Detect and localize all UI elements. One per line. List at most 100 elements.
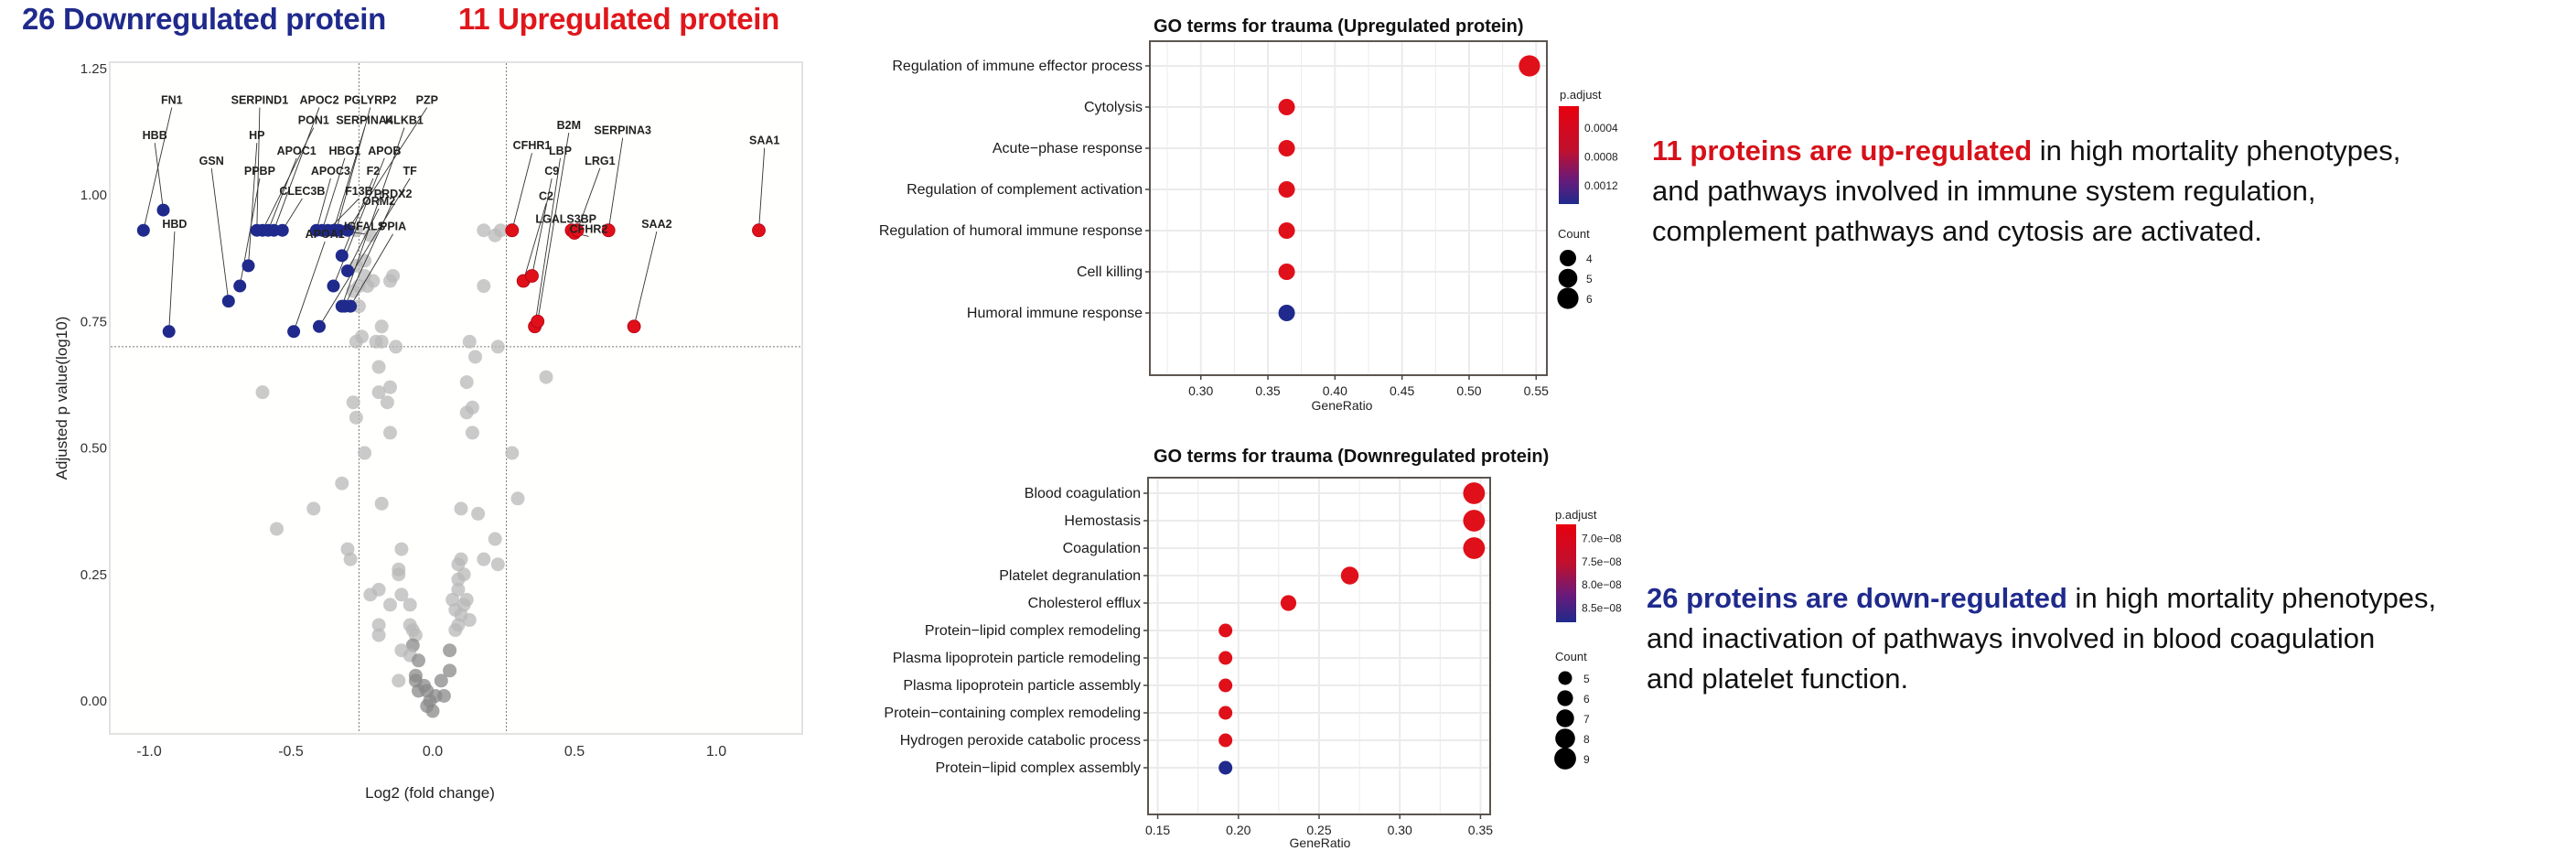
point-saa2 [627, 319, 641, 334]
not-significant-point [451, 557, 466, 572]
downregulated-description-line-1-rest: in high mortality phenotypes, [2066, 582, 2437, 614]
x-tick-label: 0.15 [1145, 823, 1170, 837]
term-label: Regulation of complement activation [907, 182, 1143, 198]
gene-label: FN1 [161, 93, 183, 106]
dot [1278, 140, 1295, 156]
gene-label: APOA1 [306, 228, 345, 241]
gene-labels: FN1 HBB HBD GSN HP PPBP SERPIND1 PON1 APOC1 APOC2… [143, 93, 780, 241]
size-legend-label: 6 [1586, 293, 1593, 306]
not-significant-point [383, 426, 397, 440]
not-significant-point [270, 522, 284, 536]
size-legend-label: 4 [1586, 253, 1593, 265]
go-up-legends: p.adjust 0.0004 0.0008 0.0012 Count 4 5 6 [1557, 88, 1618, 309]
downregulated-description-line-2: and inactivation of pathways involved in… [1647, 622, 2376, 654]
x-axis-title: Log2 (fold change) [365, 784, 495, 802]
not-significant-point [468, 350, 482, 364]
go-downregulated-dotplot: GO terms for trauma (Downregulated prote… [884, 447, 1622, 850]
gene-label: SERPINA4 [336, 114, 393, 127]
upregulated-description-line-2: and pathways involved in immune system r… [1652, 175, 2316, 207]
upregulated-description-line-3: complement pathways and cytosis are acti… [1652, 215, 2262, 247]
not-significant-point [465, 400, 479, 415]
gene-label: HBG1 [329, 145, 361, 157]
not-significant-point [392, 673, 406, 688]
point-c9 [525, 269, 539, 283]
size-legend-dot [1560, 250, 1576, 266]
leader-line [210, 167, 230, 302]
leader-line [321, 157, 346, 231]
not-significant-point [371, 628, 386, 642]
downregulated-description-line-3: and platelet function. [1647, 663, 1909, 695]
not-significant-point [358, 446, 372, 460]
point-apoa1 [287, 325, 301, 339]
go-up-gridlines [1150, 42, 1547, 375]
leader-line [333, 157, 385, 286]
leader-line [522, 203, 547, 282]
not-significant-point [335, 476, 349, 490]
leader-line [168, 231, 176, 332]
go-up-color-bar [1559, 106, 1579, 204]
gene-label: HBB [143, 129, 167, 142]
gene-label: C9 [544, 165, 559, 178]
not-significant-point [358, 268, 372, 283]
not-significant-point [394, 587, 409, 602]
point-fn1 [136, 223, 150, 237]
not-significant-point [346, 395, 360, 410]
x-tick-label: 1.0 [706, 744, 726, 760]
dot [1463, 510, 1486, 532]
not-significant-point [448, 623, 463, 638]
not-significant-point [402, 598, 417, 612]
not-significant-point [451, 572, 466, 587]
not-significant-point [425, 704, 440, 718]
go-up-term-labels: Regulation of immune effector process Cyt… [879, 59, 1150, 321]
go-up-x-axis-title: GeneRatio [1312, 398, 1373, 413]
term-label: Plasma lipoprotein particle assembly [903, 678, 1141, 694]
dot [1218, 623, 1233, 638]
go-up-size-legend-title: Count [1558, 227, 1590, 241]
volcano-plot: FN1 HBB HBD GSN HP PPBP SERPIND1 PON1 APOC1 APOC2… [53, 61, 803, 802]
not-significant-point [462, 334, 477, 349]
color-legend-label: 7.0e−08 [1582, 532, 1622, 544]
point-hbb [156, 203, 170, 217]
gene-label: PON1 [298, 114, 329, 127]
gene-label: APOC1 [277, 145, 317, 157]
color-legend-label: 8.5e−08 [1582, 602, 1622, 615]
x-tick-label: -1.0 [136, 744, 162, 760]
gene-label: CFHR2 [570, 222, 608, 235]
dot [1218, 706, 1233, 720]
x-tick-label: 0.5 [564, 744, 585, 760]
y-tick-label: 0.75 [80, 314, 107, 329]
leader-line [537, 133, 570, 322]
upregulated-description: 11 proteins are up-regulated in high mor… [1652, 131, 2400, 252]
gene-label: SAA1 [749, 135, 779, 147]
y-tick-label: 1.25 [80, 61, 107, 77]
not-significant-point [539, 370, 553, 384]
go-down-legends: p.adjust 7.0e−08 7.5e−08 8.0e−08 8.5e−08 Co… [1554, 508, 1622, 770]
dot [1278, 222, 1295, 239]
dot [1218, 733, 1233, 748]
threshold-lines [111, 63, 801, 733]
dot [1519, 55, 1540, 77]
significant-points [136, 203, 766, 339]
point-cfhr1 [505, 223, 520, 238]
dot [1280, 595, 1297, 611]
x-tick-label: 0.35 [1255, 383, 1280, 398]
gene-label: PRDX2 [374, 188, 413, 200]
y-tick-label: 0.25 [80, 567, 107, 583]
not-significant-point [465, 426, 479, 440]
not-significant-point [346, 284, 360, 298]
gene-label: PGLYRP2 [344, 93, 396, 106]
leader-line [316, 178, 331, 231]
go-down-title: GO terms for trauma (Downregulated prote… [1154, 447, 1549, 467]
not-significant-point [436, 688, 451, 703]
dot [1278, 305, 1295, 321]
go-down-x-axis-title: GeneRatio [1290, 835, 1351, 850]
color-legend-label: 0.0012 [1584, 179, 1618, 192]
dot [1278, 99, 1295, 115]
go-up-dots [1278, 55, 1540, 321]
not-significant-point [477, 223, 491, 238]
leader-line [154, 143, 164, 210]
term-label: Protein−lipid complex assembly [935, 760, 1141, 776]
x-tick-label: 0.20 [1226, 823, 1250, 837]
point-f2 [335, 249, 349, 263]
gene-label: F2 [367, 165, 381, 178]
